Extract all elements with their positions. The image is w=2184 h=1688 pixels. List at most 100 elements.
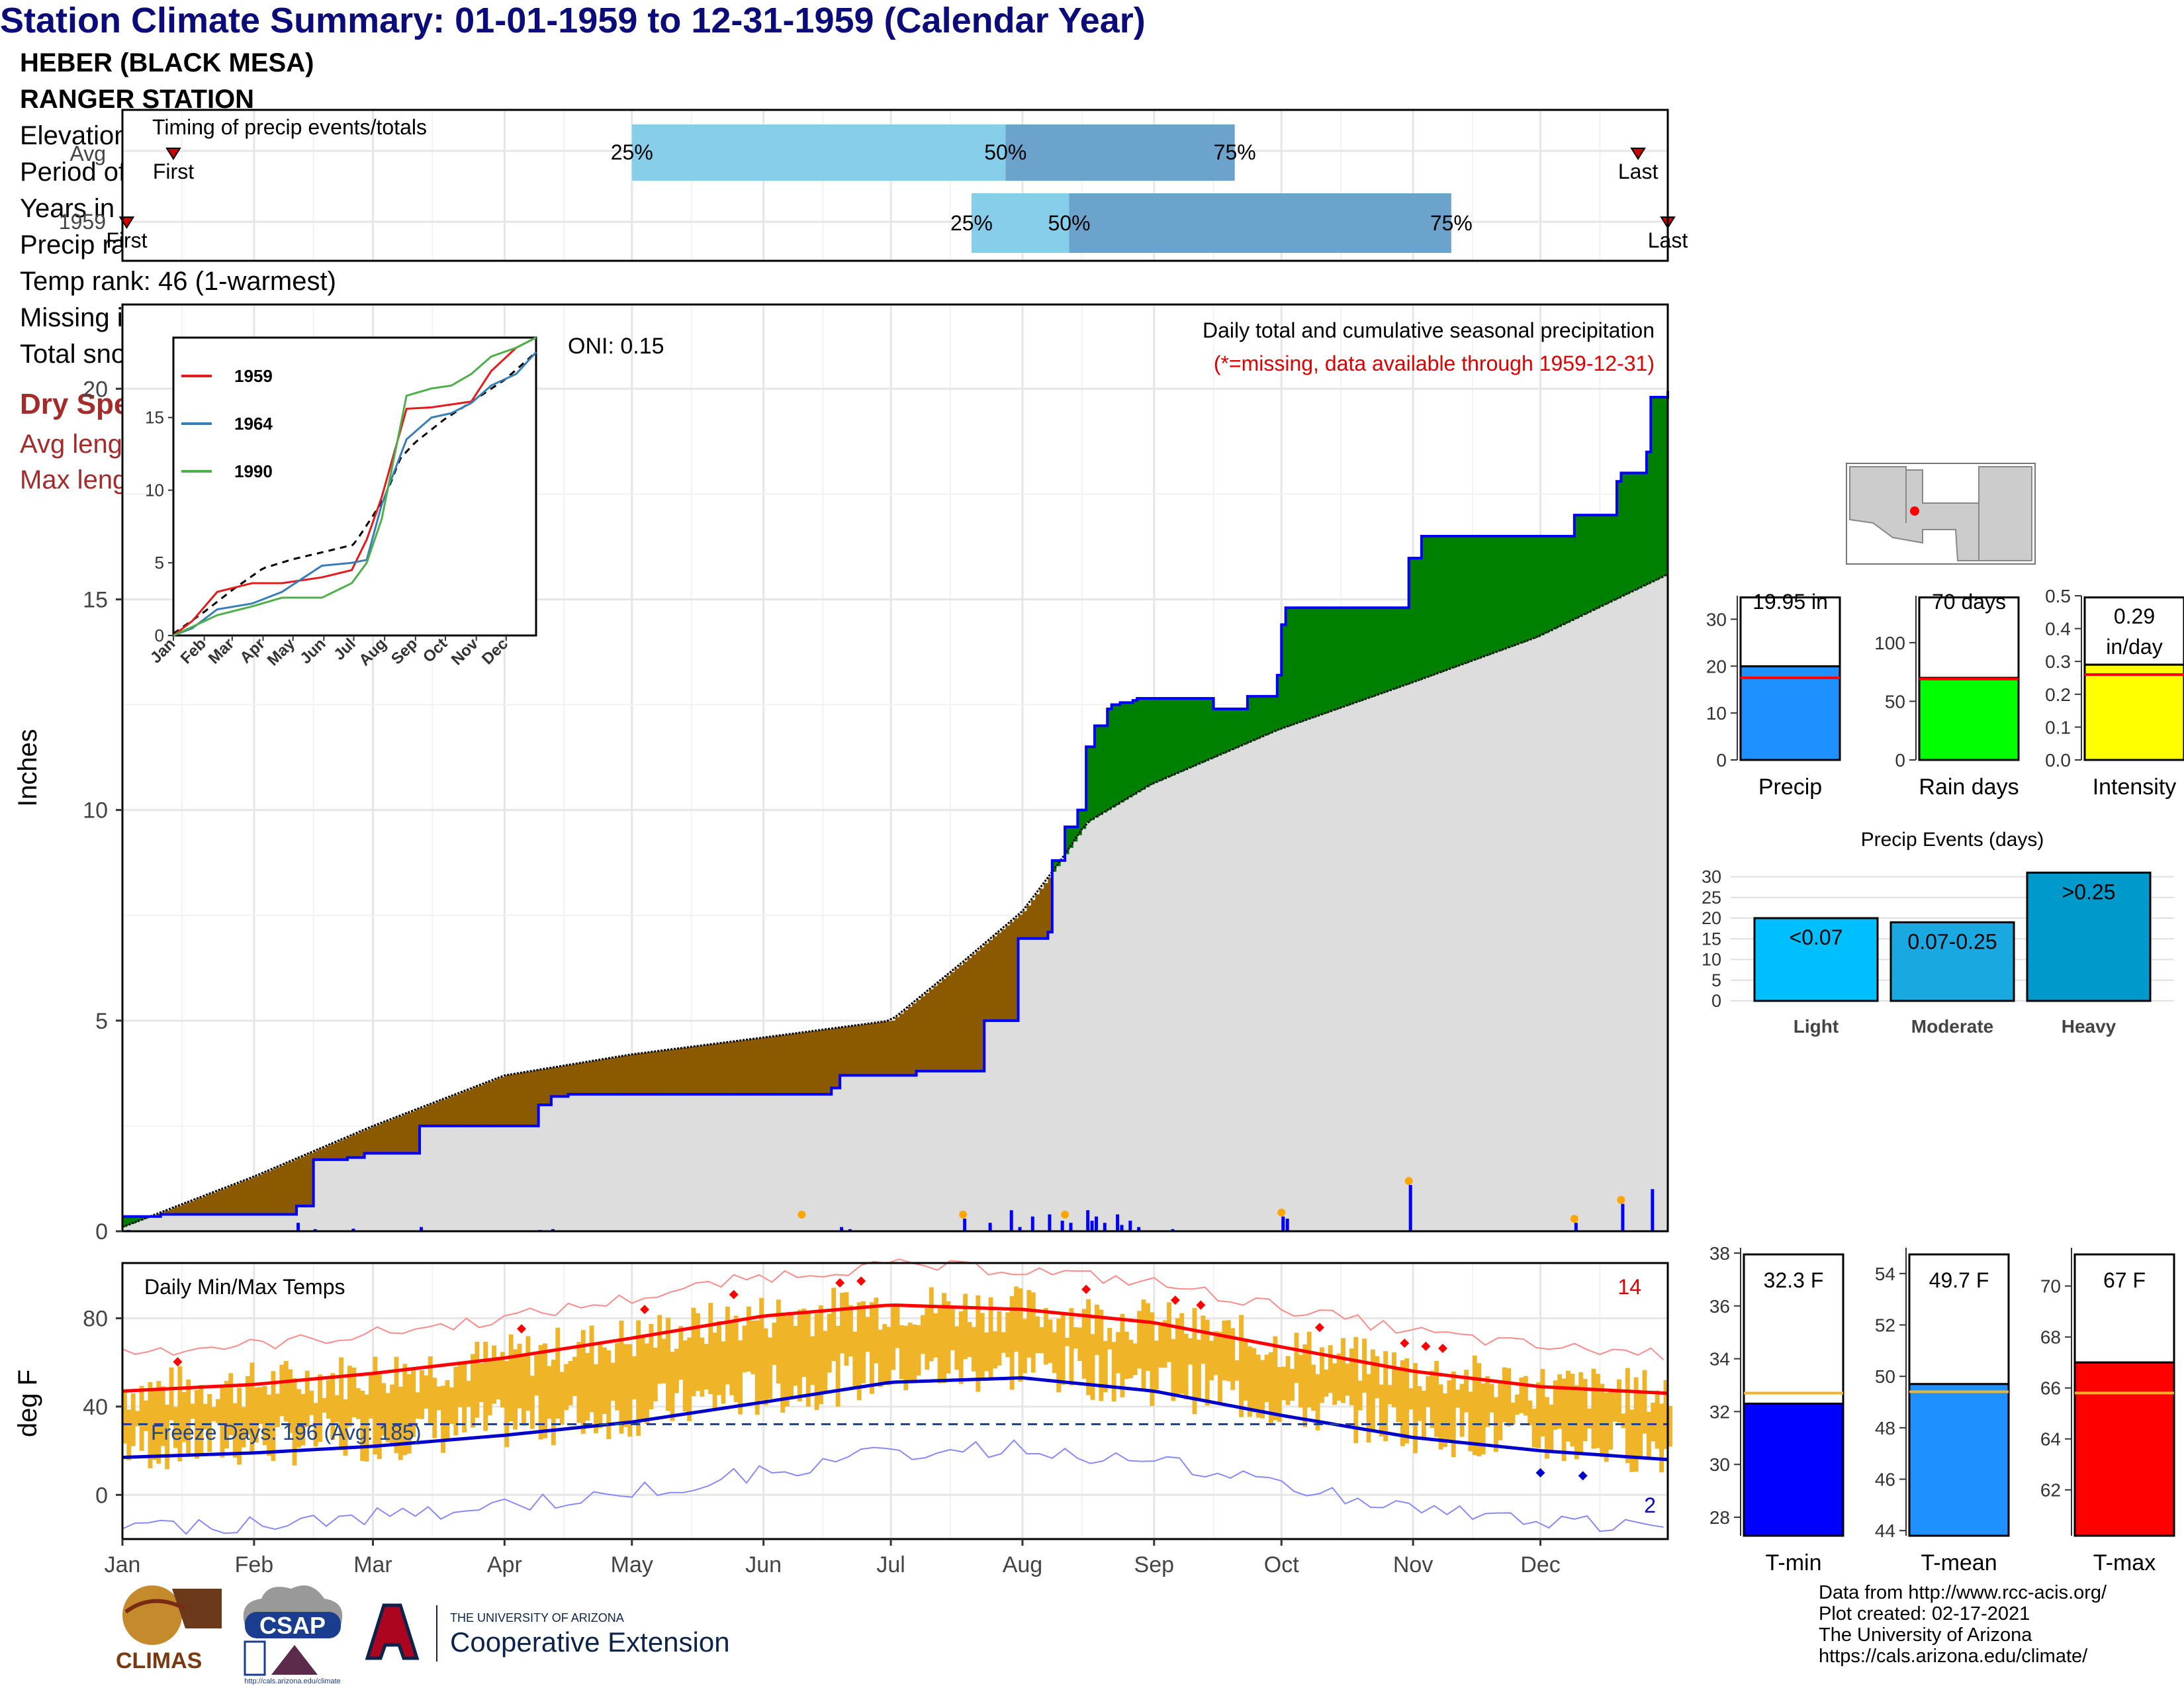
daily-temp-bar <box>1311 1364 1316 1411</box>
daily-temp-bar <box>929 1287 934 1362</box>
normal-area-slice <box>1060 861 1066 1231</box>
normal-area-slice <box>797 1094 802 1231</box>
below-normal-slice <box>856 1025 862 1076</box>
svg-text:CSAP: CSAP <box>259 1612 326 1639</box>
daily-temp-bar <box>636 1320 641 1436</box>
summary-ytick-label: 0.1 <box>2045 717 2071 737</box>
above-normal-slice <box>1434 536 1439 675</box>
normal-area-slice <box>1069 847 1074 1231</box>
below-normal-slice <box>369 1127 374 1154</box>
daily-temp-bar <box>1536 1382 1541 1448</box>
daily-temp-bar <box>1604 1392 1609 1462</box>
daily-temp-bar <box>1638 1393 1643 1458</box>
daily-temp-bar <box>831 1288 837 1362</box>
events-ytick-label: 10 <box>1702 950 1721 970</box>
daily-temp-bar <box>1315 1374 1320 1430</box>
normal-area-slice <box>670 1094 675 1231</box>
above-normal-slice <box>1103 726 1108 813</box>
below-normal-slice <box>852 1025 858 1076</box>
daily-temp-bar <box>903 1325 909 1391</box>
daily-temp-bar <box>1302 1344 1308 1427</box>
below-normal-slice <box>886 1021 891 1076</box>
timing-row-1959: 1959 <box>59 210 106 234</box>
above-normal-slice <box>1077 810 1083 835</box>
daily-temp-bar <box>784 1316 790 1407</box>
normal-area-slice <box>1306 719 1312 1231</box>
csap-logo[interactable]: CSAP http://cals.arizona.edu/climate <box>232 1579 351 1685</box>
daily-temp-bar <box>279 1364 285 1417</box>
normal-area-slice <box>1570 621 1575 1231</box>
normal-area-slice <box>819 1094 824 1231</box>
daily-temp-bar <box>355 1388 361 1419</box>
daily-temp-bar <box>1183 1333 1189 1400</box>
daily-temp-bar <box>258 1387 263 1425</box>
below-normal-slice <box>271 1169 276 1215</box>
below-normal-slice <box>768 1037 773 1095</box>
normal-area-slice <box>250 1214 255 1231</box>
daily-temp-bar <box>733 1315 739 1403</box>
climas-logo[interactable]: CLIMAS <box>106 1579 225 1678</box>
daily-temp-bar <box>1264 1354 1269 1403</box>
temp-summary-ytick-label: 36 <box>1709 1296 1730 1317</box>
above-normal-slice <box>1600 515 1605 607</box>
above-normal-slice <box>1192 698 1197 767</box>
daily-temp-bar <box>1617 1379 1621 1423</box>
above-normal-slice <box>1625 473 1630 595</box>
daily-temp-bar <box>1455 1389 1461 1408</box>
daily-temp-bar <box>1544 1397 1549 1459</box>
normal-area-slice <box>1447 669 1452 1231</box>
daily-temp-bar <box>1400 1360 1405 1446</box>
daily-precip-bar <box>313 1229 317 1231</box>
daily-temp-bar <box>449 1387 454 1425</box>
normal-area-slice <box>903 1075 909 1231</box>
inset-ytick-label: 10 <box>145 480 164 500</box>
normal-area-slice <box>1213 757 1218 1231</box>
normal-area-slice <box>751 1094 756 1231</box>
above-normal-slice <box>1421 536 1426 679</box>
above-normal-slice <box>1366 608 1371 699</box>
daily-temp-bar <box>950 1309 955 1350</box>
snow-event-marker <box>1617 1196 1625 1204</box>
normal-area-slice <box>432 1125 437 1231</box>
daily-precip-bar <box>551 1229 555 1231</box>
normal-area-slice <box>916 1071 921 1231</box>
normal-area-slice <box>360 1157 365 1231</box>
daily-temp-bar <box>576 1342 582 1423</box>
normal-area-slice <box>1413 682 1418 1231</box>
daily-precip-bar <box>1116 1214 1120 1231</box>
above-normal-slice <box>1099 726 1104 816</box>
temp-title: Daily Min/Max Temps <box>144 1275 345 1299</box>
snow-event-marker <box>1277 1208 1286 1217</box>
record-high-marker <box>1400 1338 1410 1348</box>
above-normal-slice <box>1162 698 1167 780</box>
daily-temp-bar <box>704 1344 709 1389</box>
daily-temp-bar <box>742 1325 747 1373</box>
normal-area-slice <box>525 1125 531 1231</box>
daily-temp-bar <box>1642 1370 1647 1434</box>
daily-temp-bar <box>1179 1313 1185 1394</box>
below-normal-slice <box>538 1070 543 1105</box>
below-normal-slice <box>322 1147 327 1160</box>
normal-area-slice <box>1183 770 1189 1231</box>
daily-temp-bar <box>181 1391 187 1442</box>
normal-area-slice <box>1001 1020 1006 1231</box>
normal-area-slice <box>1468 662 1473 1231</box>
below-normal-slice <box>976 951 981 1072</box>
normal-area-slice <box>1387 691 1392 1231</box>
below-normal-slice <box>199 1197 204 1215</box>
precip-title: Daily total and cumulative seasonal prec… <box>1203 318 1655 342</box>
daily-precip-bar <box>1128 1221 1132 1231</box>
inset-series-line <box>173 336 537 637</box>
daily-temp-bar <box>946 1301 951 1374</box>
normal-area-slice <box>1324 713 1329 1231</box>
normal-area-slice <box>1480 657 1486 1231</box>
daily-temp-bar <box>1044 1307 1048 1365</box>
below-normal-slice <box>555 1066 561 1097</box>
below-normal-slice <box>933 986 938 1072</box>
timing-bar-25-50 <box>971 193 1069 253</box>
ua-extension-logo[interactable]: THE UNIVERSITY OF ARIZONA Cooperative Ex… <box>361 1602 758 1668</box>
normal-area-slice <box>645 1094 650 1231</box>
events-bar-label: <0.07 <box>1790 925 1843 949</box>
normal-area-slice <box>1655 580 1660 1231</box>
above-normal-slice <box>1141 698 1146 790</box>
